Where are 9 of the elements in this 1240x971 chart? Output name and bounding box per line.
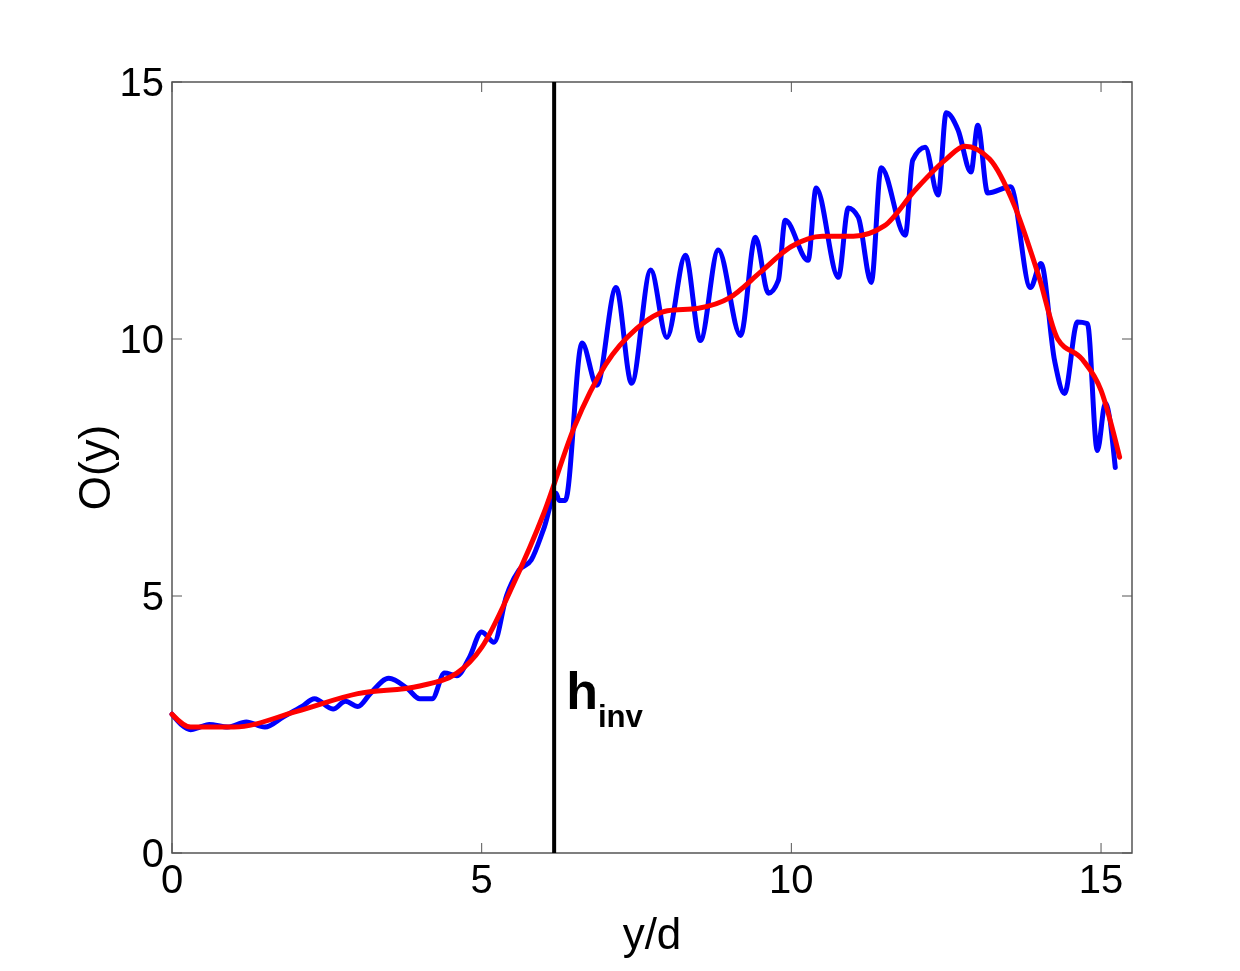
- y-tick-label: 15: [119, 60, 164, 104]
- x-tick-label: 5: [470, 857, 493, 901]
- y-tick-label: 5: [141, 574, 164, 618]
- y-tick-label: 10: [119, 317, 164, 361]
- x-axis-title: y/d: [622, 909, 682, 958]
- x-tick-label: 15: [1078, 857, 1124, 901]
- ref-line-label: h$_{inv}$: [566, 662, 644, 734]
- y-axis-title: O(y): [70, 424, 119, 511]
- x-tick-label: 10: [769, 857, 814, 901]
